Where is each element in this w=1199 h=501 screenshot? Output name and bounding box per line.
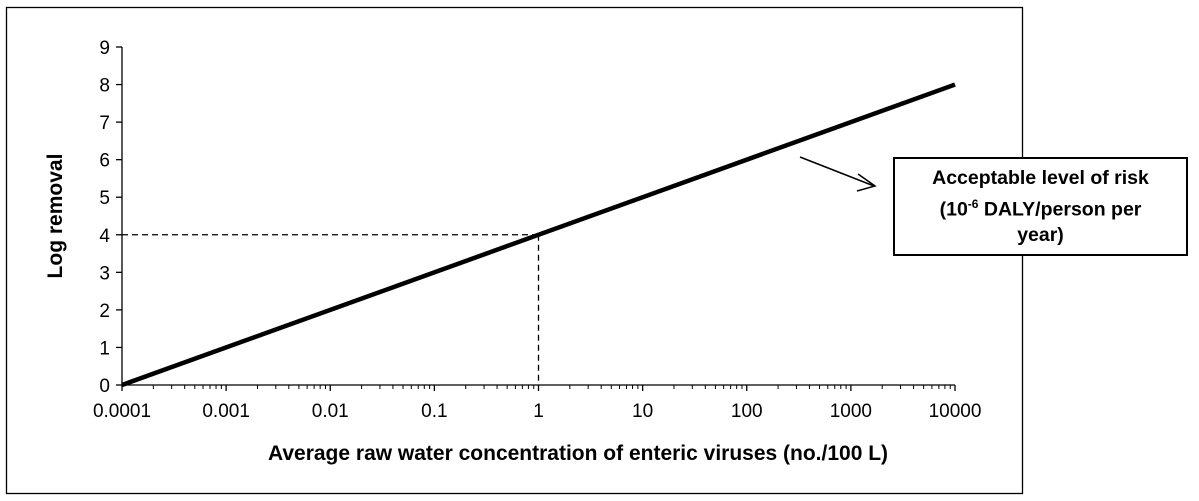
annotation-arrowhead (856, 173, 877, 192)
x-tick-label: 0.1 (421, 401, 447, 422)
annotation-line3: year) (1017, 224, 1064, 247)
y-tick-label: 9 (99, 38, 110, 59)
x-tick-label: 100 (731, 401, 763, 422)
y-tick-label: 6 (99, 151, 110, 172)
x-tick-label: 0.01 (312, 401, 349, 422)
x-tick-label: 1 (533, 401, 544, 422)
y-tick-label: 4 (99, 226, 110, 247)
y-axis-title: Log removal (44, 154, 67, 279)
series-line (121, 82, 956, 388)
y-tick-label: 5 (99, 188, 110, 209)
y-tick-label: 8 (99, 76, 110, 97)
x-tick-label: 1000 (830, 401, 872, 422)
x-tick-label: 0.001 (202, 401, 250, 422)
y-tick-label: 7 (99, 113, 110, 134)
y-tick-label: 0 (99, 376, 110, 397)
x-tick-label: 10000 (929, 401, 982, 422)
x-axis-title: Average raw water concentration of enter… (268, 442, 888, 465)
x-tick-label: 0.0001 (93, 401, 151, 422)
y-tick-label: 1 (99, 338, 110, 359)
annotation-box: Acceptable level of risk (10-6 DALY/pers… (893, 157, 1188, 256)
x-tick-label: 10 (632, 401, 653, 422)
annotation-line2: (10-6 DALY/person per (939, 196, 1142, 221)
annotation-line1: Acceptable level of risk (932, 166, 1149, 189)
annotation-arrow (799, 156, 875, 187)
y-tick-label: 2 (99, 301, 110, 322)
y-tick-label: 3 (99, 263, 110, 284)
